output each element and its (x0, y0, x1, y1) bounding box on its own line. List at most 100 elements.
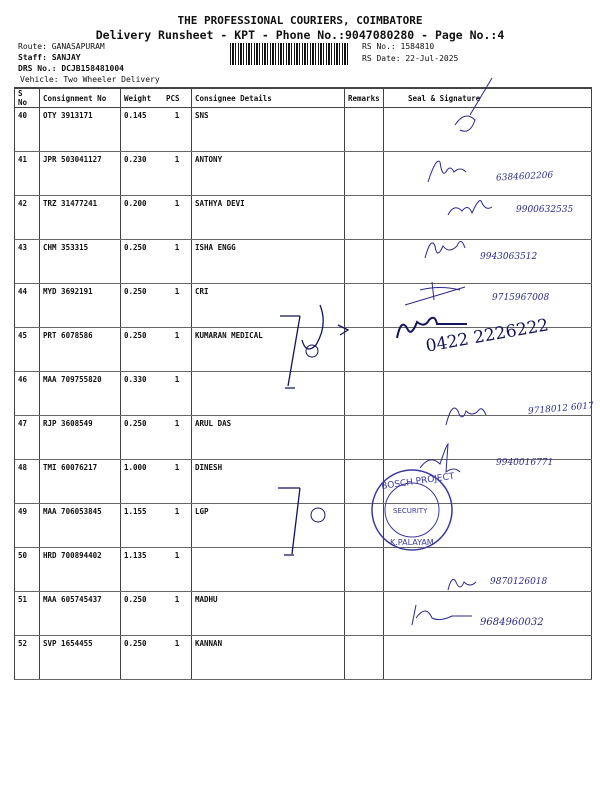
table-row: 52 SVP 1654455 0.250 1 KANNAN (14, 635, 592, 680)
pcs-cell: 1 (163, 371, 192, 416)
pcs-cell: 1 (163, 327, 192, 372)
col-remarks: Remarks (344, 87, 384, 108)
signature-cell (383, 415, 592, 460)
consignee-cell: ARUL DAS (191, 415, 345, 460)
table-row: 46 MAA 709755820 0.330 1 (14, 371, 592, 416)
consignee-cell: ANTONY (191, 151, 345, 196)
pcs-cell: 1 (163, 283, 192, 328)
consignment-cell: MAA 709755820 (39, 371, 121, 416)
sno-cell: 50 (14, 547, 40, 592)
handwritten-phone-48: 9940016771 (496, 458, 554, 468)
table-row: 42 TRZ 31477241 0.200 1 SATHYA DEVI (14, 195, 592, 240)
weight-cell: 0.250 (120, 635, 163, 680)
handwritten-phone-43: 9943063512 (480, 252, 538, 262)
pcs-cell: 1 (163, 503, 192, 548)
table-row: 40 OTY 3913171 0.145 1 SNS (14, 107, 592, 152)
weight-cell: 0.250 (120, 283, 163, 328)
pcs-cell: 1 (163, 547, 192, 592)
consignee-cell: CRI (191, 283, 345, 328)
weight-cell: 0.145 (120, 107, 163, 152)
signature-cell (383, 283, 592, 328)
sno-cell: 48 (14, 459, 40, 504)
table-row: 41 JPR 503041127 0.230 1 ANTONY (14, 151, 592, 196)
consignee-cell: ISHA ENGG (191, 239, 345, 284)
remarks-cell (344, 283, 384, 328)
consignment-cell: MAA 605745437 (39, 591, 121, 636)
table-row: 49 MAA 706053845 1.155 1 LGP (14, 503, 592, 548)
sno-cell: 43 (14, 239, 40, 284)
pcs-cell: 1 (163, 415, 192, 460)
col-weight: Weight (120, 87, 163, 108)
weight-cell: 1.135 (120, 547, 163, 592)
col-consignee: Consignee Details (191, 87, 345, 108)
consignee-cell: KUMARAN MEDICAL (191, 327, 345, 372)
drs-number: DRS No.: DCJB158481004 (18, 64, 124, 73)
remarks-cell (344, 415, 384, 460)
weight-cell: 1.155 (120, 503, 163, 548)
pcs-cell: 1 (163, 239, 192, 284)
consignee-cell: LGP (191, 503, 345, 548)
consignee-cell (191, 371, 345, 416)
pcs-cell: 1 (163, 195, 192, 240)
table-row: 47 RJP 3608549 0.250 1 ARUL DAS (14, 415, 592, 460)
weight-cell: 0.250 (120, 415, 163, 460)
table-header: S No Consignment No Weight PCS Consignee… (14, 87, 592, 108)
pcs-cell: 1 (163, 151, 192, 196)
consignment-cell: TRZ 31477241 (39, 195, 121, 240)
signature-cell (383, 195, 592, 240)
sno-cell: 52 (14, 635, 40, 680)
consignment-cell: TMI 60076217 (39, 459, 121, 504)
table-row: 45 PRT 6078586 0.250 1 KUMARAN MEDICAL (14, 327, 592, 372)
consignment-cell: MYD 3692191 (39, 283, 121, 328)
signature-cell (383, 503, 592, 548)
runsheet-subtitle: Delivery Runsheet - KPT - Phone No.:9047… (95, 28, 505, 42)
sno-cell: 49 (14, 503, 40, 548)
signature-cell (383, 635, 592, 680)
remarks-cell (344, 151, 384, 196)
sno-cell: 51 (14, 591, 40, 636)
sno-cell: 44 (14, 283, 40, 328)
sno-cell: 45 (14, 327, 40, 372)
sno-cell: 41 (14, 151, 40, 196)
consignment-cell: HRD 700894402 (39, 547, 121, 592)
table-row: 44 MYD 3692191 0.250 1 CRI (14, 283, 592, 328)
signature-cell (383, 107, 592, 152)
signature-cell (383, 591, 592, 636)
rs-date: RS Date: 22-Jul-2025 (362, 54, 459, 63)
barcode (230, 43, 350, 65)
consignment-cell: RJP 3608549 (39, 415, 121, 460)
pcs-cell: 1 (163, 635, 192, 680)
remarks-cell (344, 327, 384, 372)
route: Route: GANASAPURAM (18, 42, 105, 51)
remarks-cell (344, 371, 384, 416)
sno-cell: 46 (14, 371, 40, 416)
company-title: THE PROFESSIONAL COURIERS, COIMBATORE (177, 14, 423, 27)
pcs-cell: 1 (163, 591, 192, 636)
remarks-cell (344, 239, 384, 284)
table-row: 51 MAA 605745437 0.250 1 MADHU (14, 591, 592, 636)
consignment-cell: OTY 3913171 (39, 107, 121, 152)
sno-cell: 47 (14, 415, 40, 460)
consignee-cell: SATHYA DEVI (191, 195, 345, 240)
remarks-cell (344, 107, 384, 152)
weight-cell: 0.200 (120, 195, 163, 240)
consignee-cell: KANNAN (191, 635, 345, 680)
consignment-cell: MAA 706053845 (39, 503, 121, 548)
consignment-cell: PRT 6078586 (39, 327, 121, 372)
signature-cell (383, 371, 592, 416)
weight-cell: 1.000 (120, 459, 163, 504)
vehicle: Vehicle: Two Wheeler Delivery (20, 75, 160, 84)
table-row: 50 HRD 700894402 1.135 1 (14, 547, 592, 592)
signature-cell (383, 239, 592, 284)
handwritten-phone-51: 9870126018 (490, 577, 548, 587)
remarks-cell (344, 503, 384, 548)
weight-cell: 0.250 (120, 327, 163, 372)
consignment-cell: JPR 503041127 (39, 151, 121, 196)
col-signature: Seal & Signature (383, 87, 592, 108)
signature-cell (383, 151, 592, 196)
handwritten-phone-42: 9900632535 (516, 205, 574, 215)
consignee-cell: SNS (191, 107, 345, 152)
consignee-cell: MADHU (191, 591, 345, 636)
pcs-cell: 1 (163, 459, 192, 504)
signature-cell (383, 459, 592, 504)
